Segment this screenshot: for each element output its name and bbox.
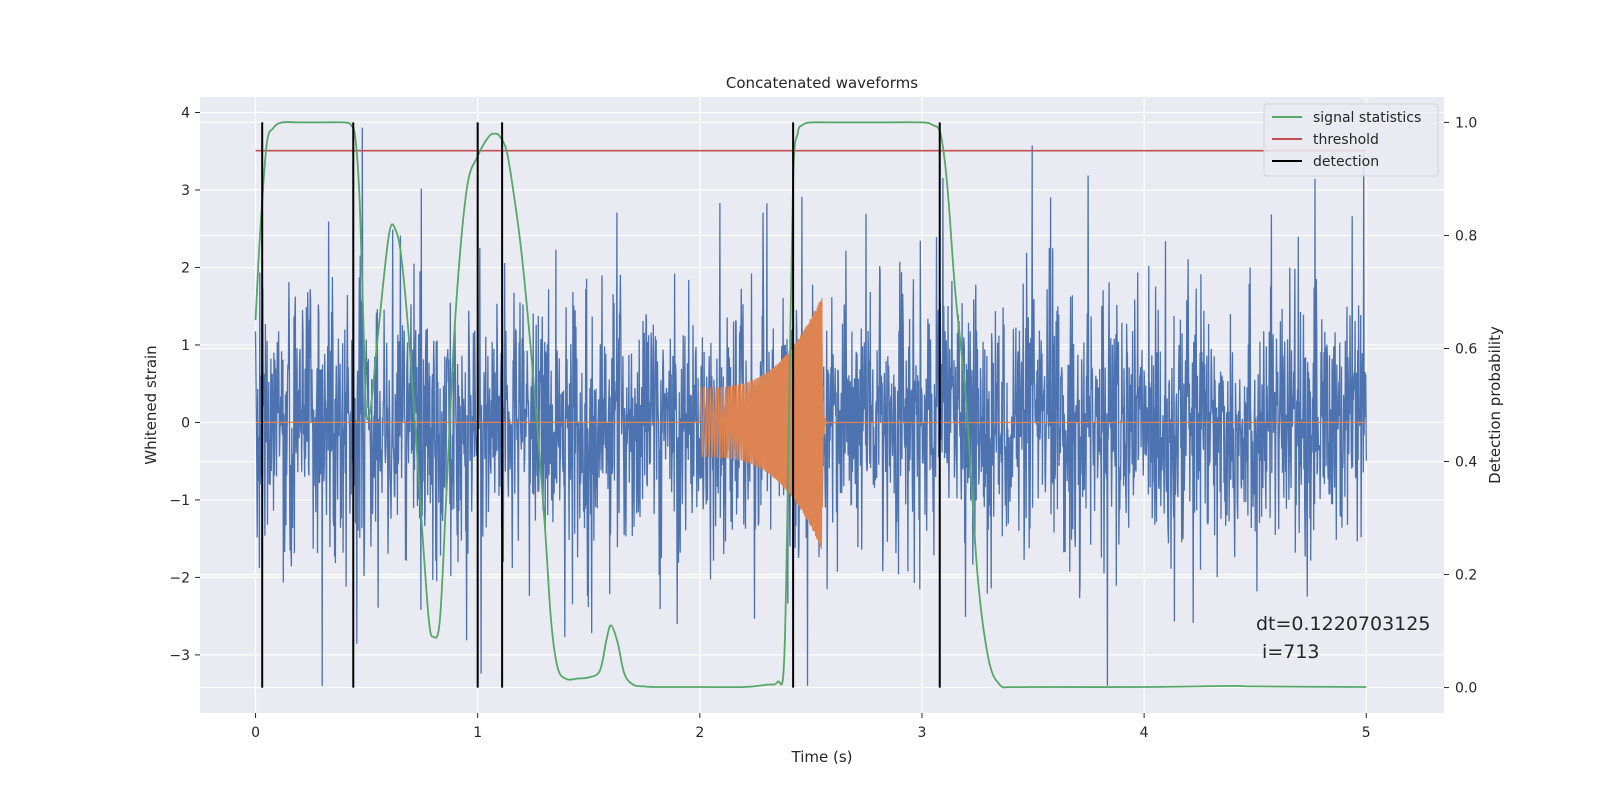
legend: signal statistics threshold detection	[1263, 103, 1439, 177]
y-axis-label-left: Whitened strain	[142, 345, 160, 464]
y-tick-label-left: 2	[181, 260, 190, 276]
y-axis-label-right: Detection probability	[1486, 326, 1504, 484]
y-tick-label-right: 0.4	[1455, 455, 1477, 471]
y-tick-label-left: −3	[169, 648, 190, 664]
legend-label-signal-statistics: signal statistics	[1313, 110, 1421, 126]
y-tick-label-left: −1	[169, 493, 190, 509]
x-tick-label: 1	[473, 725, 482, 741]
y-tick-label-left: −2	[169, 570, 190, 586]
annotation-index: i=713	[1256, 641, 1320, 663]
data-layer	[254, 121, 1367, 689]
series-injected-waveform	[255, 298, 1367, 549]
y-tick-label-left: 4	[181, 105, 190, 121]
y-tick-label-right: 0.8	[1455, 228, 1477, 244]
legend-label-threshold: threshold	[1313, 132, 1379, 148]
legend-label-detection: detection	[1313, 154, 1379, 170]
chart-title: Concatenated waveforms	[726, 74, 918, 92]
y-tick-label-right: 0.0	[1455, 681, 1477, 697]
axes-layer: 0 1 2 3 4 5 −3 −2 −1 0 1 2 3 4 0.0 0.2 0.4 0.6 0.8 1.0	[169, 105, 1477, 741]
y-tick-label-right: 0.6	[1455, 341, 1477, 357]
x-tick-label: 4	[1140, 725, 1149, 741]
y-tick-label-left: 0	[181, 415, 190, 431]
x-tick-label: 3	[918, 725, 927, 741]
y-tick-label-right: 1.0	[1455, 115, 1477, 131]
y-tick-label-left: 1	[181, 338, 190, 354]
legend-box	[1263, 103, 1439, 177]
y-tick-label-right: 0.2	[1455, 568, 1477, 584]
x-tick-label: 2	[695, 725, 704, 741]
y-tick-label-left: 3	[181, 183, 190, 199]
series-signal-statistics	[254, 121, 1367, 689]
annotation-dt: dt=0.1220703125	[1256, 613, 1430, 635]
x-tick-label: 0	[251, 725, 260, 741]
x-tick-label: 5	[1362, 725, 1371, 741]
x-axis-label: Time (s)	[791, 748, 853, 766]
